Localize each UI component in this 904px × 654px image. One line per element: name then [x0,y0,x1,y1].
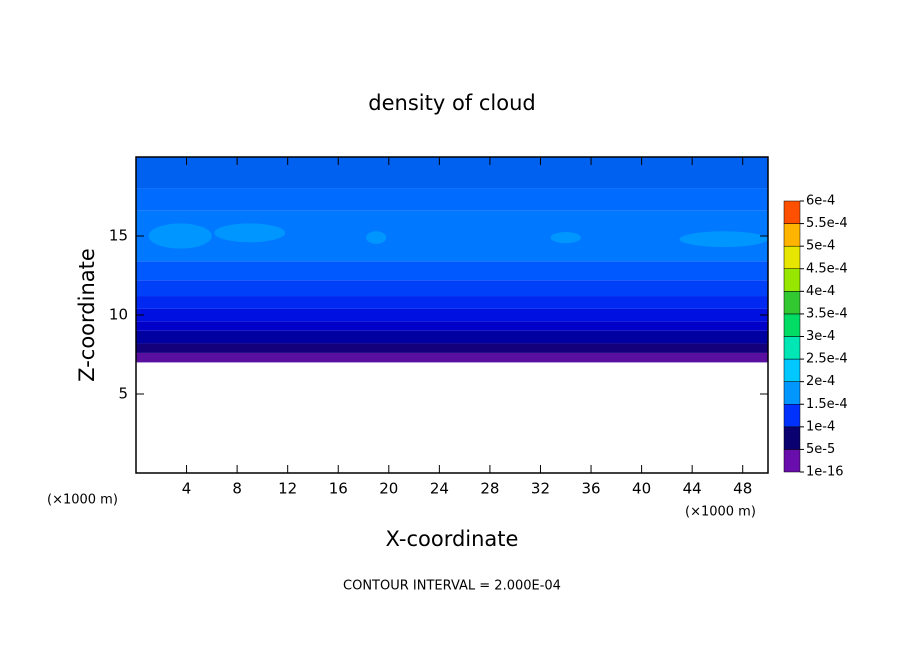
contour-patch [148,223,212,249]
x-tick-label: 32 [531,480,550,498]
contour-band [136,343,768,353]
y-axis-label: Z-coordinate [75,248,99,382]
contour-band [136,321,768,331]
x-tick-label: 48 [733,480,752,498]
contour-patch [550,232,581,244]
colorbar-box [783,291,801,315]
colorbar-label: 3e-4 [806,329,835,344]
y-tick-label: 15 [109,227,128,245]
x-tick-label: 16 [329,480,348,498]
x-tick-label: 12 [278,480,297,498]
contour-band [136,261,768,281]
x-tick-label: 44 [683,480,702,498]
colorbar-label: 3.5e-4 [806,306,848,321]
contour-band [136,157,768,189]
contour-band [136,188,768,211]
chart-title: density of cloud [368,91,535,115]
colorbar-box [783,426,801,450]
x-unit: (×1000 m) [685,505,756,520]
y-tick-label: 5 [118,385,128,403]
colorbar-box [783,336,801,360]
contour-patch [366,231,387,244]
x-tick-label: 28 [480,480,499,498]
colorbar-label: 1e-16 [806,465,844,480]
y-tick-label: 10 [109,306,128,324]
colorbar-box [783,268,801,292]
contour-band [136,308,768,322]
footer: CONTOUR INTERVAL = 2.000E-04 [343,579,561,594]
contour-band [136,280,768,297]
colorbar-box [783,358,801,382]
x-tick-label: 20 [379,480,398,498]
colorbar-label: 1.5e-4 [806,397,848,412]
x-tick-label: 8 [232,480,242,498]
colorbar-label: 5.5e-4 [806,216,848,231]
colorbar-box [783,381,801,405]
contour-band [136,296,768,309]
contour-patch [679,231,768,248]
y-unit: (×1000 m) [47,493,118,508]
contour-band [136,352,768,363]
colorbar-box [783,223,801,247]
colorbar-label: 6e-4 [806,194,835,209]
colorbar-label: 2.5e-4 [806,352,848,367]
colorbar-label: 2e-4 [806,374,835,389]
colorbar-box [783,313,801,337]
colorbar-label: 5e-4 [806,239,835,254]
contour-patch [214,223,286,243]
colorbar-label: 4.5e-4 [806,261,848,276]
x-tick-label: 40 [632,480,651,498]
colorbar-box [783,404,801,428]
x-axis-label: X-coordinate [386,527,519,551]
x-tick-label: 36 [581,480,600,498]
colorbar-label: 1e-4 [806,419,835,434]
colorbar-label: 5e-5 [806,442,835,457]
x-tick-label: 4 [182,480,192,498]
x-tick-label: 24 [430,480,449,498]
contour-band [136,330,768,344]
colorbar-box [783,449,801,473]
colorbar-label: 4e-4 [806,284,835,299]
colorbar-box [783,245,801,270]
colorbar-box [783,200,801,224]
